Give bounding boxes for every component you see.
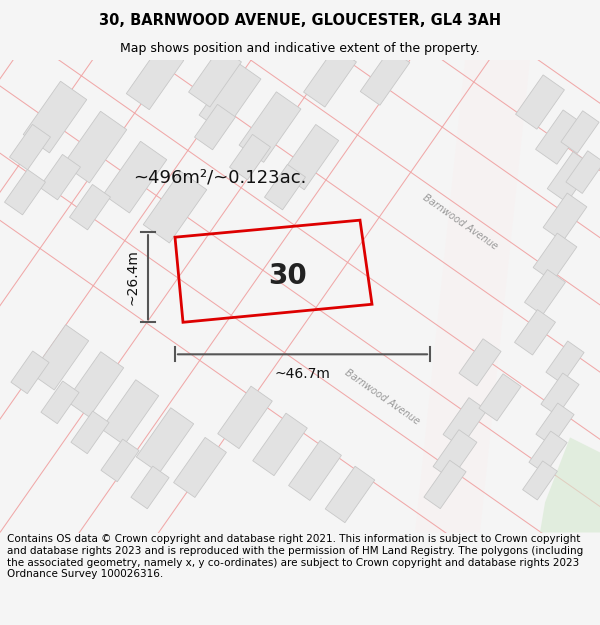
Polygon shape [143,171,207,243]
Polygon shape [23,81,87,153]
Polygon shape [5,169,46,215]
Polygon shape [533,233,577,281]
Text: 30, BARNWOOD AVENUE, GLOUCESTER, GL4 3AH: 30, BARNWOOD AVENUE, GLOUCESTER, GL4 3AH [99,13,501,28]
Polygon shape [173,438,226,498]
Polygon shape [360,49,410,105]
Polygon shape [523,461,557,500]
Polygon shape [127,44,184,109]
Polygon shape [218,386,272,449]
Text: Map shows position and indicative extent of the property.: Map shows position and indicative extent… [120,42,480,55]
Polygon shape [524,269,565,315]
Polygon shape [561,111,599,153]
Polygon shape [101,380,158,445]
Polygon shape [11,351,49,394]
Text: ~26.4m: ~26.4m [126,249,140,305]
Polygon shape [101,439,139,482]
Polygon shape [547,152,593,202]
Polygon shape [31,324,89,390]
Polygon shape [281,124,338,190]
Polygon shape [230,134,271,180]
Text: ~496m²/~0.123ac.: ~496m²/~0.123ac. [133,168,307,186]
Polygon shape [40,154,80,200]
Polygon shape [304,47,356,107]
Polygon shape [543,193,587,241]
Text: Barnwood Avenue: Barnwood Avenue [343,368,421,427]
Text: Barnwood Avenue: Barnwood Avenue [421,192,499,252]
Polygon shape [199,62,261,132]
Polygon shape [433,429,477,479]
Text: ~46.7m: ~46.7m [275,368,331,381]
Polygon shape [536,110,584,164]
Polygon shape [546,341,584,384]
Polygon shape [10,124,50,170]
Text: 30: 30 [268,262,307,290]
Polygon shape [540,438,600,532]
Text: Contains OS data © Crown copyright and database right 2021. This information is : Contains OS data © Crown copyright and d… [7,534,583,579]
Polygon shape [67,352,124,417]
Polygon shape [289,441,341,501]
Polygon shape [188,47,241,107]
Polygon shape [194,104,235,150]
Polygon shape [103,141,167,213]
Polygon shape [536,403,574,446]
Polygon shape [41,381,79,424]
Polygon shape [479,374,521,421]
Polygon shape [529,431,567,474]
Polygon shape [515,75,565,129]
Polygon shape [443,398,487,447]
Polygon shape [239,92,301,162]
Polygon shape [136,408,194,473]
Polygon shape [566,151,600,194]
Polygon shape [515,309,556,355]
Polygon shape [265,164,305,210]
Polygon shape [541,373,579,416]
Polygon shape [70,184,110,230]
Polygon shape [424,460,466,509]
Polygon shape [253,413,307,476]
Polygon shape [131,466,169,509]
Polygon shape [459,339,501,386]
Polygon shape [71,411,109,454]
Polygon shape [63,111,127,183]
Polygon shape [325,466,375,522]
Polygon shape [415,60,530,532]
